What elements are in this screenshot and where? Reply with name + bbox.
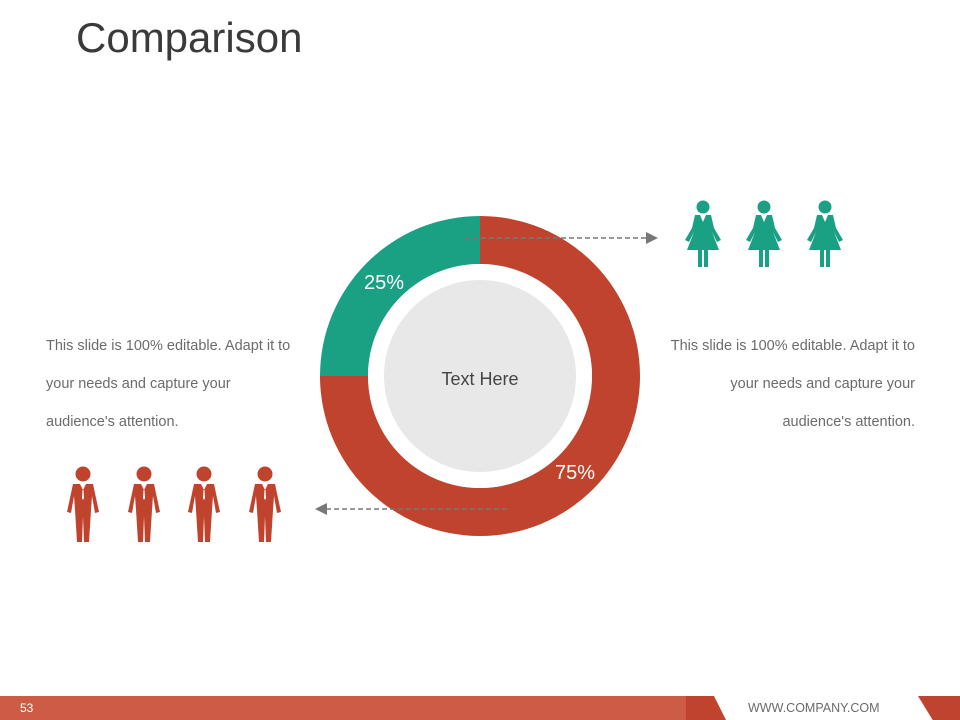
footer-bar: 53 WWW.COMPANY.COM bbox=[0, 696, 960, 720]
footer-accent-bar bbox=[0, 696, 700, 720]
center-disc bbox=[384, 280, 576, 472]
center-label: Text Here bbox=[441, 369, 518, 389]
slice-label-75: 75% bbox=[555, 462, 595, 484]
man-icon bbox=[243, 466, 287, 549]
slice-label-25: 25% bbox=[364, 272, 404, 294]
slide-title: Comparison bbox=[76, 14, 303, 61]
slice-labels: 25% 75% bbox=[364, 272, 595, 484]
website-link[interactable]: WWW.COMPANY.COM bbox=[748, 701, 880, 715]
footer-dark-corner bbox=[918, 696, 960, 720]
man-icon bbox=[61, 466, 105, 549]
woman-icon bbox=[681, 200, 725, 275]
man-icon bbox=[122, 466, 166, 549]
right-description: This slide is 100% editable. Adapt it to… bbox=[670, 338, 915, 430]
woman-icon bbox=[803, 200, 847, 275]
slice-25 bbox=[320, 216, 480, 376]
slice-75 bbox=[320, 216, 640, 536]
woman-icon bbox=[742, 200, 786, 275]
page-number: 53 bbox=[20, 701, 34, 715]
left-description: This slide is 100% editable. Adapt it to… bbox=[46, 338, 291, 430]
man-icon bbox=[182, 466, 226, 549]
footer-dark-tab bbox=[686, 696, 726, 720]
